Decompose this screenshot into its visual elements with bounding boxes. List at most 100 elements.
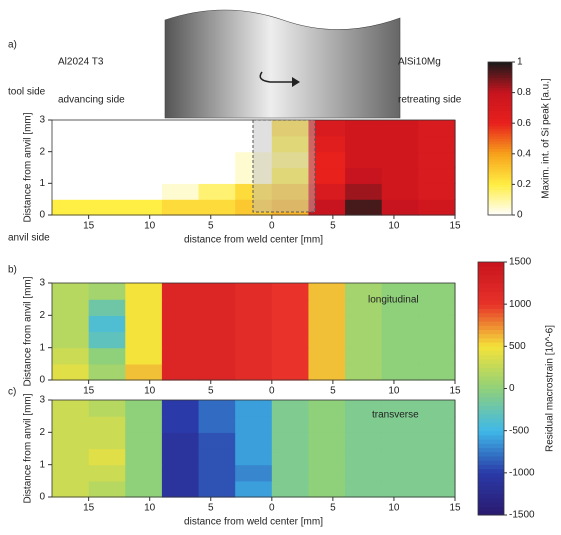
colorbar-step — [488, 62, 512, 66]
heat-cell — [308, 167, 346, 184]
heat-cell — [235, 464, 273, 482]
heat-cell — [308, 347, 346, 365]
heat-cell — [271, 400, 310, 417]
heat-cell — [345, 120, 383, 137]
heat-cell — [52, 464, 90, 482]
heat-cell — [198, 151, 236, 169]
heat-cell — [198, 400, 236, 417]
heat-cell — [198, 331, 236, 349]
heat-cell — [88, 480, 126, 498]
heat-cell — [381, 299, 419, 316]
heat-cell — [345, 448, 383, 466]
colorbar-step — [478, 363, 504, 368]
colorbar-step — [478, 262, 504, 267]
colorbar-step — [478, 506, 504, 512]
colorbar-step — [478, 308, 504, 314]
colorbar-step — [488, 115, 512, 119]
colorbar-step — [488, 107, 512, 111]
tool-region — [252, 119, 316, 213]
heat-cell — [52, 199, 90, 216]
x-tick-label: 15 — [83, 386, 95, 397]
heat-cell — [235, 151, 273, 169]
heat-cell — [161, 448, 200, 466]
heat-cell — [52, 400, 90, 417]
colorbar-step — [488, 105, 512, 109]
heat-cell — [88, 151, 126, 169]
colorbar-step — [488, 95, 512, 99]
y-tick-label: 2 — [39, 427, 45, 438]
colorbar-step — [478, 367, 504, 373]
x-tick-label: 5 — [330, 221, 336, 232]
heat-cell — [418, 120, 456, 137]
x-tick-label: 10 — [388, 221, 400, 232]
heat-cell — [345, 299, 383, 316]
heat-cell — [235, 448, 273, 466]
x-axis-label: distance from weld center [mm] — [184, 235, 323, 246]
heat-cell — [381, 432, 419, 450]
heat-cell — [198, 299, 236, 316]
y-tick-label: 1 — [39, 459, 45, 470]
heat-cell — [198, 432, 236, 450]
heat-cell — [271, 315, 310, 333]
colorbar-step — [488, 138, 512, 142]
heat-cell — [235, 299, 273, 316]
heat-cell — [381, 315, 419, 333]
heat-cell — [381, 331, 419, 349]
heat-cell — [418, 135, 456, 153]
y-axis-label: Distance from anvil [mm] — [23, 276, 34, 386]
heat-cell — [125, 120, 163, 137]
colorbar-step — [488, 84, 512, 88]
heat-cell — [235, 432, 273, 450]
heat-cell — [235, 416, 273, 433]
heat-cell — [88, 183, 126, 200]
heat-cell — [235, 120, 273, 137]
heat-cell — [52, 151, 90, 169]
heat-cell — [308, 464, 346, 482]
heat-cell — [418, 299, 456, 316]
colorbar-step — [478, 434, 504, 440]
heat-cell — [161, 315, 200, 333]
colorbar-step — [478, 358, 504, 364]
heat-cell — [345, 480, 383, 498]
annotation: Al2024 T3 — [58, 57, 104, 68]
heat-cell — [418, 448, 456, 466]
colorbar-step — [488, 171, 512, 175]
heat-cell — [125, 416, 163, 433]
colorbar-step — [488, 169, 512, 173]
x-tick-label: 10 — [388, 386, 400, 397]
heat-cell — [308, 135, 346, 153]
colorbar-step — [488, 135, 512, 139]
colorbar-step — [488, 100, 512, 104]
colorbar-step — [478, 274, 504, 280]
annotation: advancing side — [58, 95, 125, 106]
colorbar-step — [478, 443, 504, 449]
colorbar-step — [488, 130, 512, 134]
colorbar-step — [488, 87, 512, 91]
colorbar-step — [478, 510, 504, 516]
colorbar-step — [488, 161, 512, 165]
heat-cell — [161, 464, 200, 482]
heat-cell — [161, 299, 200, 316]
heat-cell — [88, 167, 126, 184]
colorbar-frame — [487, 61, 513, 216]
colorbar-step — [478, 278, 504, 284]
heat-cell — [125, 315, 163, 333]
heat-cell — [235, 363, 273, 381]
heat-cell — [52, 135, 90, 153]
heat-cell — [235, 480, 273, 498]
annotation: tool side — [8, 87, 46, 98]
panel-label: b) — [8, 265, 17, 276]
colorbar-step — [488, 92, 512, 96]
y-tick-label: 0 — [39, 492, 45, 503]
colorbar-step — [488, 69, 512, 73]
colorbar-step — [478, 291, 504, 297]
colorbar-step — [478, 350, 504, 356]
heat-cell — [345, 416, 383, 433]
heat-cell — [52, 331, 90, 349]
heat-cell — [161, 480, 200, 498]
heat-cell — [381, 199, 419, 216]
colorbar-step — [488, 192, 512, 196]
heat-cell — [418, 480, 456, 498]
colorbar-step — [478, 477, 504, 482]
colorbar-step — [478, 460, 504, 465]
